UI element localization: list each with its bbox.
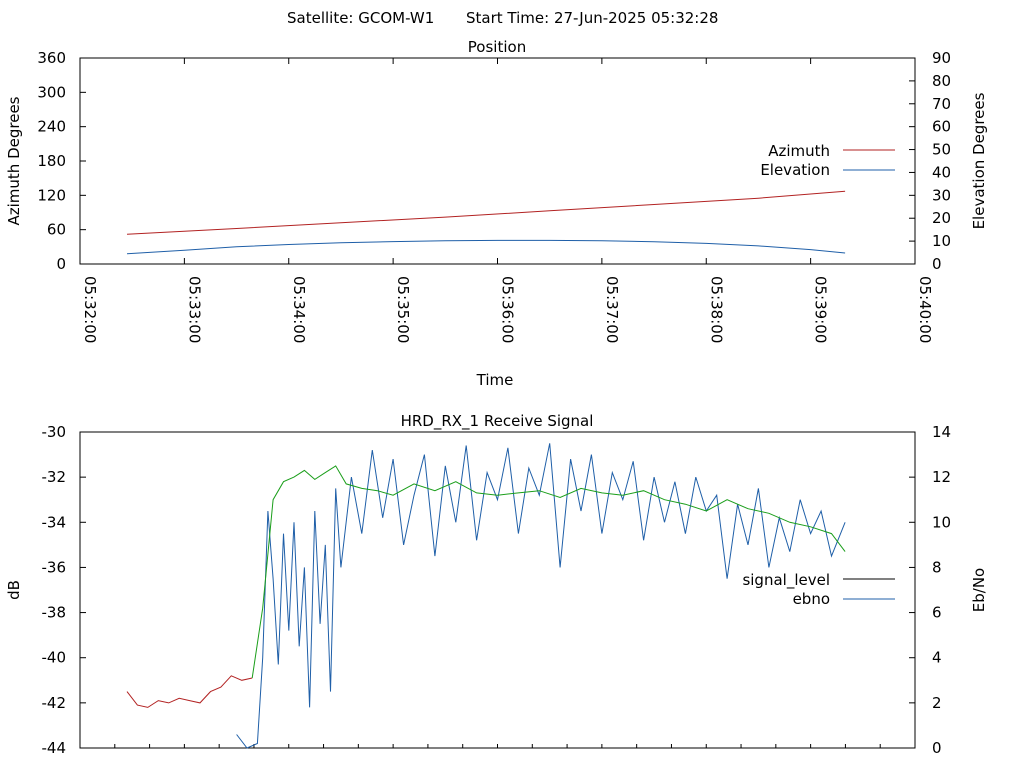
signal-title: HRD_RX_1 Receive Signal	[401, 412, 594, 431]
signal-y-tick-label: -44	[42, 739, 67, 757]
position-y-tick-label: 240	[37, 118, 66, 136]
position-ticks	[79, 57, 916, 265]
series-signal-level-unlocked-line	[126, 675, 253, 708]
series-elevation-line	[126, 239, 846, 255]
signal-y-tick-label: -30	[42, 423, 67, 441]
position-y-tick-label: 120	[37, 186, 66, 204]
position-x-axis-label: Time	[476, 371, 514, 389]
signal-y-axis-label: dB	[5, 580, 23, 600]
position-x-tick-label: 05:37:00	[603, 276, 621, 343]
series-azimuth-line	[126, 190, 846, 235]
position-y-tick-label: 0	[56, 255, 66, 273]
position-y2-tick-label: 30	[932, 186, 951, 204]
signal-y-tick-label: -34	[42, 513, 67, 531]
signal-y2-tick-label: 8	[932, 558, 942, 576]
position-x-tick-label: 05:39:00	[812, 276, 830, 343]
legend-ebno-label: ebno	[793, 590, 830, 608]
position-y2-axis-label: Elevation Degrees	[970, 92, 988, 229]
signal-chart: HRD_RX_1 Receive Signal -44-42-40-38-36-…	[5, 412, 988, 757]
position-y2-tick-label: 40	[932, 163, 951, 181]
position-legend: Azimuth Elevation	[760, 142, 895, 179]
start-time-label: Start Time: 27-Jun-2025 05:32:28	[466, 9, 718, 27]
signal-series-group	[126, 443, 846, 749]
position-y-tick-labels: 0 60 120 180 240 300 360	[37, 49, 66, 273]
position-y2-tick-labels: 0 10 20 30 40 50 60 70 80 90	[932, 49, 951, 273]
position-y2-tick-label: 10	[932, 232, 951, 250]
position-series-group	[126, 190, 846, 255]
position-y2-tick-label: 90	[932, 49, 951, 67]
position-y2-tick-label: 60	[932, 118, 951, 136]
signal-y-tick-labels: -44 -42 -40 -38 -36 -34 -32 -30	[42, 423, 67, 757]
legend-elevation-label: Elevation	[760, 161, 830, 179]
signal-y-tick-label: -40	[42, 649, 67, 667]
signal-y2-tick-label: 6	[932, 604, 942, 622]
position-y2-tick-label: 70	[932, 95, 951, 113]
signal-y2-tick-label: 10	[932, 513, 951, 531]
position-x-tick-label: 05:34:00	[290, 276, 308, 343]
position-x-tick-label: 05:40:00	[916, 276, 934, 343]
position-y2-tick-label: 20	[932, 209, 951, 227]
position-y-tick-label: 360	[37, 49, 66, 67]
signal-y2-tick-label: 0	[932, 739, 942, 757]
position-title: Position	[468, 38, 526, 56]
position-x-tick-label: 05:35:00	[394, 276, 412, 343]
signal-y2-tick-labels: 0 2 4 6 8 10 12 14	[932, 423, 951, 757]
signal-y2-tick-label: 4	[932, 649, 942, 667]
position-x-tick-labels: 05:32:00 05:33:00 05:34:00 05:35:00 05:36:00…	[81, 276, 934, 343]
satellite-label: Satellite: GCOM-W1	[287, 9, 434, 27]
signal-y2-tick-label: 14	[932, 423, 951, 441]
legend-azimuth-label: Azimuth	[768, 142, 830, 160]
signal-y-tick-label: -36	[42, 558, 67, 576]
position-y-axis-label: Azimuth Degrees	[5, 96, 23, 225]
signal-y2-axis-label: Eb/No	[970, 568, 988, 612]
signal-y-tick-label: -42	[42, 694, 67, 712]
legend-signal-level-label: signal_level	[742, 571, 830, 590]
position-x-tick-label: 05:32:00	[81, 276, 99, 343]
signal-y2-tick-label: 12	[932, 468, 951, 486]
position-y-tick-label: 60	[47, 221, 66, 239]
position-x-tick-label: 05:36:00	[499, 276, 517, 343]
position-x-tick-label: 05:38:00	[707, 276, 725, 343]
signal-plot-frame	[79, 431, 916, 749]
series-ebno-line	[236, 443, 846, 749]
signal-y-tick-label: -38	[42, 604, 67, 622]
signal-y2-tick-label: 2	[932, 694, 942, 712]
series-signal-level-locked-line	[251, 465, 846, 679]
position-y-tick-label: 180	[37, 152, 66, 170]
position-y-tick-label: 300	[37, 83, 66, 101]
position-y2-tick-label: 50	[932, 141, 951, 159]
position-x-tick-label: 05:33:00	[185, 276, 203, 343]
signal-ticks	[79, 431, 916, 749]
position-y2-tick-label: 80	[932, 72, 951, 90]
position-y2-tick-label: 0	[932, 255, 942, 273]
position-chart: Position 0 60 120 180 240 300 360 0 10 20 30 40 50 6…	[5, 38, 988, 389]
signal-y-tick-label: -32	[42, 468, 67, 486]
signal-legend: signal_level ebno	[742, 571, 895, 608]
